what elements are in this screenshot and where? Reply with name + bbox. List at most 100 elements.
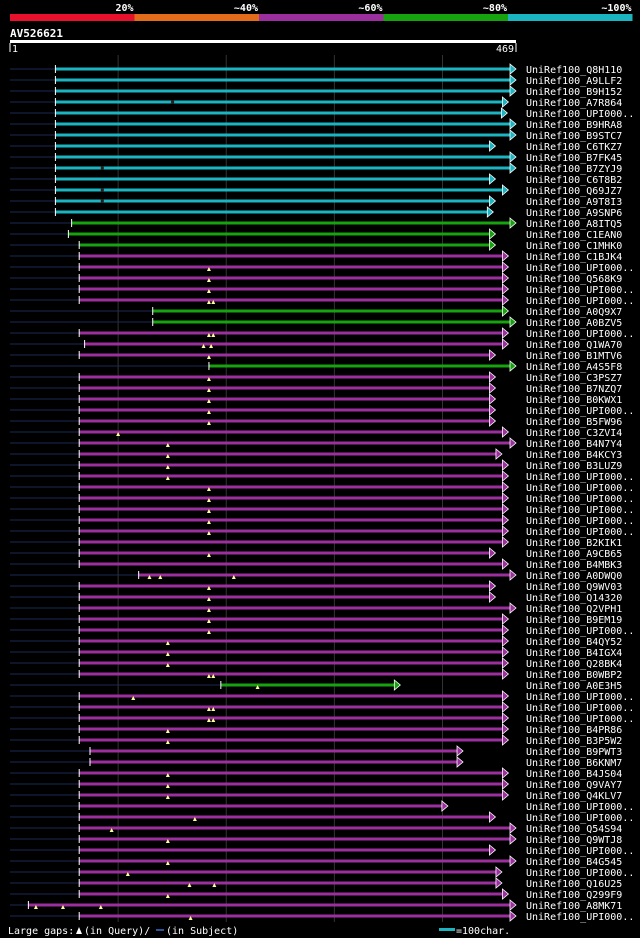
hit-row[interactable]: UniRef100_Q2VPH1 — [10, 602, 622, 615]
hit-name[interactable]: UniRef100_A0BZV5 — [526, 318, 622, 329]
hit-row[interactable]: UniRef100_B7FK45 — [10, 151, 622, 164]
hit-row[interactable]: UniRef100_B3P5W2 — [10, 734, 622, 747]
hit-name[interactable]: UniRef100_UPI000.. — [526, 263, 634, 274]
hit-row[interactable]: UniRef100_UPI000.. — [10, 107, 634, 120]
hit-name[interactable]: UniRef100_UPI000.. — [526, 626, 634, 637]
hit-row[interactable]: UniRef100_Q568K9 — [10, 272, 622, 285]
hit-row[interactable]: UniRef100_B7ZYJ9 — [10, 162, 622, 175]
hit-row[interactable]: UniRef100_C6T8B2 — [10, 173, 622, 186]
hit-name[interactable]: UniRef100_B4QY52 — [526, 637, 622, 648]
hit-name[interactable]: UniRef100_B3LUZ9 — [526, 461, 622, 472]
hit-row[interactable]: UniRef100_A0DWQ0 — [10, 569, 622, 582]
hit-row[interactable]: UniRef100_A0BZV5 — [10, 316, 622, 329]
hit-name[interactable]: UniRef100_UPI000.. — [526, 296, 634, 307]
hit-name[interactable]: UniRef100_A0E3H5 — [526, 681, 622, 692]
hit-name[interactable]: UniRef100_B9STC7 — [526, 131, 622, 142]
hit-name[interactable]: UniRef100_B2KIK1 — [526, 538, 622, 549]
hit-row[interactable]: UniRef100_UPI000.. — [10, 327, 634, 340]
hit-name[interactable]: UniRef100_A9T8I3 — [526, 197, 622, 208]
hit-name[interactable]: UniRef100_Q69JZ7 — [526, 186, 622, 197]
hit-row[interactable]: UniRef100_Q8H110 — [10, 63, 622, 76]
hit-name[interactable]: UniRef100_UPI000.. — [526, 516, 634, 527]
hit-row[interactable]: UniRef100_A9SNP6 — [10, 206, 622, 219]
hit-name[interactable]: UniRef100_Q4KLV7 — [526, 791, 622, 802]
hit-name[interactable]: UniRef100_C6TKZ7 — [526, 142, 622, 153]
hit-row[interactable]: UniRef100_A4S5F8 — [10, 360, 622, 373]
hit-name[interactable]: UniRef100_B4IGX4 — [526, 648, 622, 659]
hit-row[interactable]: UniRef100_A9LLF2 — [10, 74, 622, 87]
hit-row[interactable]: UniRef100_UPI000.. — [10, 624, 634, 637]
hit-row[interactable]: UniRef100_Q299F9 — [10, 888, 622, 901]
hit-row[interactable]: UniRef100_UPI000.. — [10, 712, 634, 725]
hit-row[interactable]: UniRef100_C3ZVI4 — [10, 426, 622, 439]
hit-name[interactable]: UniRef100_B4PR86 — [526, 725, 622, 736]
hit-row[interactable]: UniRef100_UPI000.. — [10, 470, 634, 483]
hit-row[interactable]: UniRef100_A9T8I3 — [10, 195, 622, 208]
hit-name[interactable]: UniRef100_UPI000.. — [526, 813, 634, 824]
hit-name[interactable]: UniRef100_UPI000.. — [526, 527, 634, 538]
hit-name[interactable]: UniRef100_UPI000.. — [526, 483, 634, 494]
hit-name[interactable]: UniRef100_Q9VAY7 — [526, 780, 622, 791]
hit-row[interactable]: UniRef100_UPI000.. — [10, 701, 634, 714]
hit-row[interactable]: UniRef100_B4PR86 — [10, 723, 622, 736]
hit-row[interactable]: UniRef100_UPI000.. — [10, 294, 634, 307]
hit-name[interactable]: UniRef100_C1EAN0 — [526, 230, 622, 241]
hit-name[interactable]: UniRef100_UPI000.. — [526, 846, 634, 857]
hit-name[interactable]: UniRef100_C3PSZ7 — [526, 373, 622, 384]
hit-name[interactable]: UniRef100_Q2VPH1 — [526, 604, 622, 615]
hit-name[interactable]: UniRef100_A9CB65 — [526, 549, 622, 560]
hit-row[interactable]: UniRef100_B1MTV6 — [10, 349, 622, 362]
hit-row[interactable]: UniRef100_Q1WA70 — [10, 338, 622, 351]
hit-row[interactable]: UniRef100_B0KWX1 — [10, 393, 622, 406]
hit-name[interactable]: UniRef100_Q54S94 — [526, 824, 622, 835]
hit-row[interactable]: UniRef100_Q69JZ7 — [10, 184, 622, 197]
hit-name[interactable]: UniRef100_C1MHK0 — [526, 241, 622, 252]
hit-row[interactable]: UniRef100_B4JS04 — [10, 767, 622, 780]
hit-row[interactable]: UniRef100_UPI000.. — [10, 261, 634, 274]
hit-row[interactable]: UniRef100_B2KIK1 — [10, 536, 622, 549]
hit-name[interactable]: UniRef100_B0WBP2 — [526, 670, 622, 681]
hit-row[interactable]: UniRef100_B4N7Y4 — [10, 437, 622, 450]
hit-row[interactable]: UniRef100_B4G545 — [10, 855, 622, 868]
hit-row[interactable]: UniRef100_B4MBK3 — [10, 558, 622, 571]
hit-name[interactable]: UniRef100_C3ZVI4 — [526, 428, 622, 439]
hit-row[interactable]: UniRef100_B7NZQ7 — [10, 382, 622, 395]
hit-row[interactable]: UniRef100_B4KCY3 — [10, 448, 622, 461]
hit-name[interactable]: UniRef100_C1BJK4 — [526, 252, 622, 263]
hit-row[interactable]: UniRef100_B3LUZ9 — [10, 459, 622, 472]
hit-name[interactable]: UniRef100_A7R864 — [526, 98, 622, 109]
hit-name[interactable]: UniRef100_B9PWT3 — [526, 747, 622, 758]
hit-row[interactable]: UniRef100_UPI000.. — [10, 514, 634, 527]
hit-name[interactable]: UniRef100_UPI000.. — [526, 505, 634, 516]
hit-row[interactable]: UniRef100_UPI000.. — [10, 481, 634, 494]
hit-name[interactable]: UniRef100_Q1WA70 — [526, 340, 622, 351]
hit-name[interactable]: UniRef100_A8MK71 — [526, 901, 622, 912]
hit-name[interactable]: UniRef100_UPI000.. — [526, 703, 634, 714]
hit-row[interactable]: UniRef100_UPI000.. — [10, 404, 634, 417]
hit-row[interactable]: UniRef100_UPI000.. — [10, 844, 634, 857]
hit-name[interactable]: UniRef100_B9EM19 — [526, 615, 622, 626]
hit-row[interactable]: UniRef100_Q28BK4 — [10, 657, 622, 670]
hit-row[interactable]: UniRef100_Q4KLV7 — [10, 789, 622, 802]
hit-row[interactable]: UniRef100_UPI000.. — [10, 866, 634, 879]
hit-row[interactable]: UniRef100_B4QY52 — [10, 635, 622, 648]
hit-name[interactable]: UniRef100_B0KWX1 — [526, 395, 622, 406]
hit-row[interactable]: UniRef100_B9EM19 — [10, 613, 622, 626]
hit-name[interactable]: UniRef100_A0Q9X7 — [526, 307, 622, 318]
hit-name[interactable]: UniRef100_A4S5F8 — [526, 362, 622, 373]
hit-row[interactable]: UniRef100_UPI000.. — [10, 690, 634, 703]
hit-row[interactable]: UniRef100_B0WBP2 — [10, 668, 622, 681]
hit-name[interactable]: UniRef100_UPI000.. — [526, 868, 634, 879]
hit-row[interactable]: UniRef100_Q54S94 — [10, 822, 622, 835]
hit-row[interactable]: UniRef100_A0E3H5 — [10, 679, 622, 692]
hit-row[interactable]: UniRef100_UPI000.. — [10, 283, 634, 296]
hit-name[interactable]: UniRef100_Q28BK4 — [526, 659, 622, 670]
hit-name[interactable]: UniRef100_A9LLF2 — [526, 76, 622, 87]
hit-row[interactable]: UniRef100_C1MHK0 — [10, 239, 622, 252]
hit-row[interactable]: UniRef100_B5FW96 — [10, 415, 622, 428]
hit-name[interactable]: UniRef100_C6T8B2 — [526, 175, 622, 186]
hit-row[interactable]: UniRef100_A8ITQ5 — [10, 217, 622, 230]
hit-row[interactable]: UniRef100_UPI000.. — [10, 800, 634, 813]
hit-row[interactable]: UniRef100_Q14320 — [10, 591, 622, 604]
hit-row[interactable]: UniRef100_UPI000.. — [10, 910, 634, 923]
